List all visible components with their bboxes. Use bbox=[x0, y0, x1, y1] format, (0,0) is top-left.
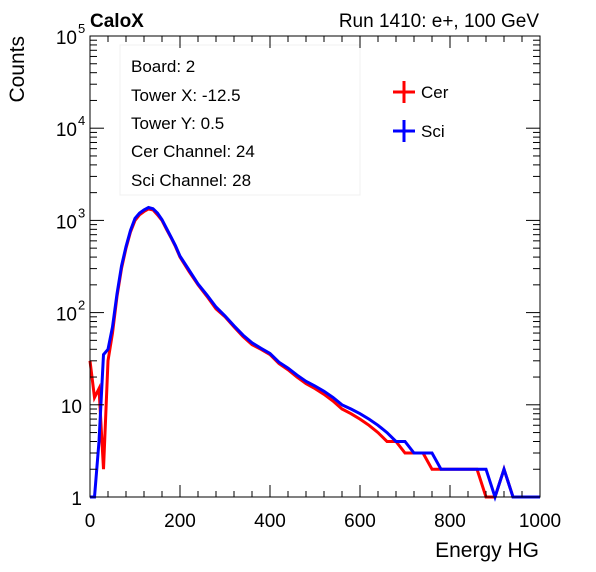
info-tower-x: Tower X: -12.5 bbox=[131, 86, 241, 105]
x-tick-label: 1000 bbox=[519, 511, 561, 532]
x-tick-label: 600 bbox=[344, 511, 376, 532]
x-tick-label: 0 bbox=[85, 511, 96, 532]
legend: Cer Sci bbox=[393, 81, 449, 142]
x-tick-label: 400 bbox=[254, 511, 286, 532]
x-axis-title: Energy HG bbox=[435, 539, 539, 562]
y-tick-label: 10 bbox=[56, 120, 77, 141]
y-tick-label: 1 bbox=[71, 489, 82, 510]
experiment-label: CaloX bbox=[90, 11, 144, 32]
info-cer-channel: Cer Channel: 24 bbox=[131, 142, 255, 161]
y-tick-exponent: 2 bbox=[78, 298, 85, 313]
legend-label-cer: Cer bbox=[421, 83, 449, 102]
y-axis-title: Counts bbox=[6, 36, 29, 103]
series-line-cer bbox=[88, 207, 540, 499]
legend-item-cer: Cer bbox=[393, 81, 449, 103]
info-box: Board: 2 Tower X: -12.5 Tower Y: 0.5 Cer… bbox=[119, 44, 361, 196]
series-line-sci bbox=[90, 205, 540, 502]
y-tick-exponent: 4 bbox=[78, 113, 85, 128]
y-tick-label: 10 bbox=[56, 28, 77, 49]
info-board: Board: 2 bbox=[131, 57, 195, 76]
y-tick-label: 10 bbox=[61, 397, 82, 418]
x-tick-label: 800 bbox=[434, 511, 466, 532]
info-tower-y: Tower Y: 0.5 bbox=[131, 114, 224, 133]
plot-frame bbox=[89, 35, 541, 498]
y-tick-label: 10 bbox=[56, 305, 77, 326]
y-tick-exponent: 3 bbox=[78, 205, 85, 220]
legend-label-sci: Sci bbox=[421, 122, 445, 141]
y-tick-exponent: 5 bbox=[78, 21, 85, 36]
info-sci-channel: Sci Channel: 28 bbox=[131, 171, 251, 190]
x-tick-label: 200 bbox=[164, 511, 196, 532]
info-box-background bbox=[119, 44, 361, 196]
y-tick-label: 10 bbox=[56, 212, 77, 233]
run-label: Run 1410: e+, 100 GeV bbox=[339, 11, 540, 32]
series-layer bbox=[88, 205, 540, 502]
legend-item-sci: Sci bbox=[393, 120, 445, 142]
